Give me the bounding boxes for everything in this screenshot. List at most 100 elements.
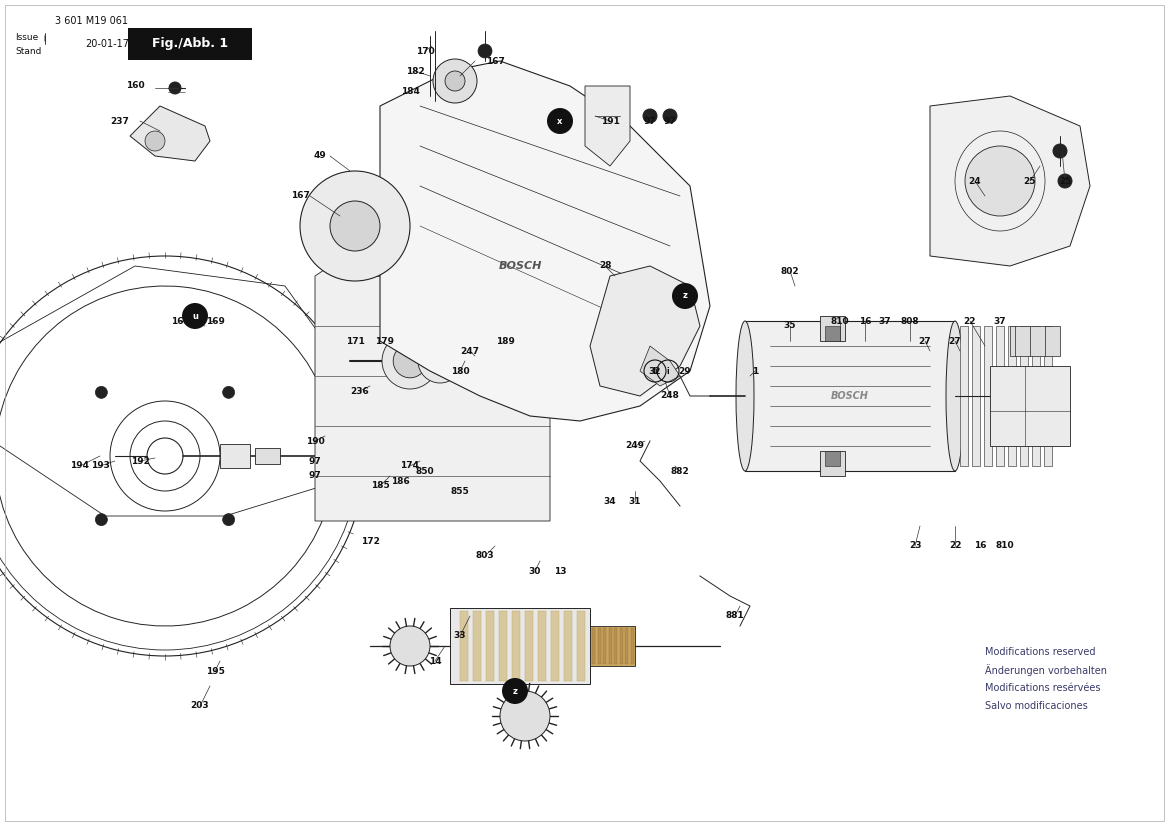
Circle shape bbox=[96, 514, 108, 525]
Text: 185: 185 bbox=[371, 482, 389, 491]
Text: 881: 881 bbox=[726, 611, 745, 620]
Bar bbox=[525, 611, 533, 681]
Text: 97: 97 bbox=[309, 457, 321, 466]
Circle shape bbox=[170, 82, 181, 94]
Circle shape bbox=[468, 309, 492, 333]
Text: 808: 808 bbox=[900, 316, 919, 325]
Text: 3 601 M19 061: 3 601 M19 061 bbox=[55, 16, 127, 26]
Text: 247: 247 bbox=[461, 346, 479, 355]
Circle shape bbox=[500, 691, 549, 741]
Circle shape bbox=[1053, 144, 1067, 158]
Circle shape bbox=[964, 146, 1035, 216]
Text: 249: 249 bbox=[625, 442, 644, 450]
Text: 182: 182 bbox=[406, 67, 424, 75]
Polygon shape bbox=[584, 86, 630, 166]
Text: i: i bbox=[666, 367, 670, 376]
Circle shape bbox=[516, 341, 555, 381]
Text: 28: 28 bbox=[599, 262, 611, 270]
Text: 186: 186 bbox=[390, 477, 409, 486]
Text: 30: 30 bbox=[528, 567, 541, 576]
Bar bbox=[984, 326, 992, 466]
Text: 23: 23 bbox=[908, 542, 921, 550]
Text: 248: 248 bbox=[660, 392, 679, 401]
Bar bbox=[625, 628, 628, 664]
Circle shape bbox=[222, 387, 235, 398]
Circle shape bbox=[433, 59, 477, 103]
Circle shape bbox=[547, 108, 573, 134]
Text: 29: 29 bbox=[679, 367, 691, 376]
Circle shape bbox=[222, 514, 235, 525]
Text: Stand: Stand bbox=[15, 46, 41, 55]
Text: 179: 179 bbox=[375, 336, 394, 345]
Circle shape bbox=[382, 333, 438, 389]
Circle shape bbox=[643, 109, 657, 123]
Polygon shape bbox=[380, 61, 710, 421]
Text: Salvo modificaciones: Salvo modificaciones bbox=[985, 701, 1087, 711]
Text: 97: 97 bbox=[664, 116, 677, 126]
Text: 167: 167 bbox=[485, 56, 505, 65]
Text: 22: 22 bbox=[949, 542, 961, 550]
Text: 171: 171 bbox=[346, 336, 365, 345]
Bar bbox=[563, 611, 572, 681]
Bar bbox=[592, 628, 595, 664]
Text: 27: 27 bbox=[919, 336, 932, 345]
Text: 180: 180 bbox=[451, 367, 469, 376]
Bar bbox=[1044, 326, 1052, 466]
Polygon shape bbox=[130, 106, 210, 161]
Text: 168: 168 bbox=[171, 316, 189, 325]
Circle shape bbox=[1058, 174, 1072, 188]
Text: Issue: Issue bbox=[15, 34, 39, 42]
Text: Änderungen vorbehalten: Änderungen vorbehalten bbox=[985, 664, 1107, 676]
Polygon shape bbox=[639, 346, 680, 386]
Text: 49: 49 bbox=[313, 151, 326, 160]
Text: u: u bbox=[192, 311, 198, 320]
Bar bbox=[220, 444, 250, 468]
Text: Fig./Abb. 1: Fig./Abb. 1 bbox=[152, 37, 228, 50]
Bar bbox=[450, 608, 590, 684]
Text: 190: 190 bbox=[305, 436, 324, 445]
Text: 803: 803 bbox=[476, 552, 494, 561]
Bar bbox=[551, 611, 559, 681]
Bar bbox=[990, 366, 1070, 446]
Text: x: x bbox=[558, 116, 562, 126]
Polygon shape bbox=[314, 236, 549, 521]
Bar bbox=[630, 628, 634, 664]
Text: z: z bbox=[512, 686, 518, 695]
Bar bbox=[1008, 326, 1016, 466]
Text: 189: 189 bbox=[496, 336, 514, 345]
Text: 195: 195 bbox=[206, 667, 224, 676]
Text: 25: 25 bbox=[1024, 177, 1036, 186]
Text: 37: 37 bbox=[879, 316, 891, 325]
Text: 33: 33 bbox=[454, 632, 466, 640]
FancyBboxPatch shape bbox=[127, 28, 253, 60]
Text: 25: 25 bbox=[1059, 177, 1071, 186]
Text: 810: 810 bbox=[996, 542, 1015, 550]
Bar bbox=[609, 628, 611, 664]
Text: 236: 236 bbox=[351, 387, 369, 396]
Text: 97: 97 bbox=[309, 472, 321, 481]
Text: 167: 167 bbox=[291, 192, 310, 201]
Circle shape bbox=[393, 344, 427, 377]
Text: Modifications reserved: Modifications reserved bbox=[985, 647, 1095, 657]
Bar bbox=[255, 448, 281, 464]
Text: 174: 174 bbox=[401, 462, 420, 471]
Bar bbox=[577, 611, 584, 681]
Circle shape bbox=[300, 171, 410, 281]
Bar bbox=[486, 611, 494, 681]
Bar bbox=[1032, 326, 1040, 466]
Text: 802: 802 bbox=[781, 267, 800, 276]
Text: 237: 237 bbox=[111, 116, 130, 126]
Text: 882: 882 bbox=[671, 467, 690, 476]
Circle shape bbox=[672, 283, 698, 309]
Text: BOSCH: BOSCH bbox=[831, 391, 869, 401]
Text: 27: 27 bbox=[949, 336, 961, 345]
Circle shape bbox=[478, 44, 492, 58]
Text: 13: 13 bbox=[554, 567, 566, 576]
Text: 850: 850 bbox=[416, 467, 435, 476]
Bar bbox=[960, 326, 968, 466]
Text: 22: 22 bbox=[963, 316, 976, 325]
Circle shape bbox=[330, 201, 380, 251]
Text: 203: 203 bbox=[191, 701, 209, 710]
Bar bbox=[620, 628, 623, 664]
Text: 34: 34 bbox=[603, 496, 616, 506]
